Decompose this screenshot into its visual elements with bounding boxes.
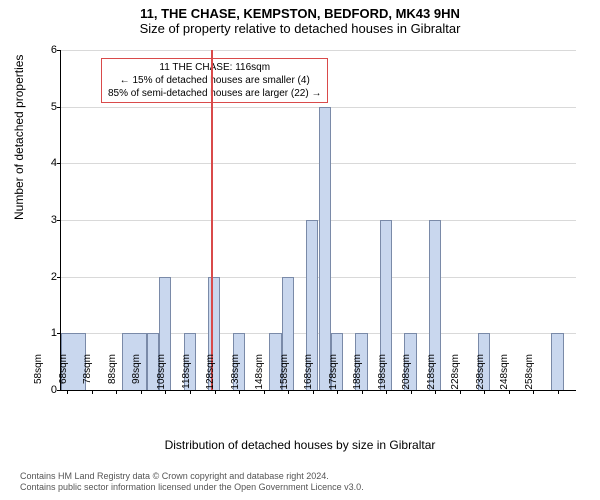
y-tick-label: 2 — [39, 271, 57, 283]
x-tick-label: 98sqm — [131, 354, 142, 394]
gridline — [61, 50, 576, 51]
annotation-box: 11 THE CHASE: 116sqm ← 15% of detached h… — [101, 58, 328, 103]
x-tick-label: 228sqm — [450, 354, 461, 394]
x-tick-label: 118sqm — [181, 354, 192, 394]
chart-area: 11 THE CHASE: 116sqm ← 15% of detached h… — [60, 50, 575, 420]
x-tick-label: 68sqm — [58, 354, 69, 394]
marker-line — [211, 50, 213, 390]
x-tick-label: 78sqm — [82, 354, 93, 394]
x-tick-label: 238sqm — [475, 354, 486, 394]
x-tick-label: 138sqm — [230, 354, 241, 394]
x-tick-label: 178sqm — [328, 354, 339, 394]
footer-line-2: Contains public sector information licen… — [20, 482, 364, 494]
y-axis-label: Number of detached properties — [12, 55, 26, 220]
y-tick-mark — [57, 277, 61, 278]
x-tick-label: 218sqm — [426, 354, 437, 394]
y-tick-mark — [57, 50, 61, 51]
footer-line-1: Contains HM Land Registry data © Crown c… — [20, 471, 364, 483]
chart-container: 11, THE CHASE, KEMPSTON, BEDFORD, MK43 9… — [0, 0, 600, 500]
x-tick-label: 128sqm — [205, 354, 216, 394]
y-tick-label: 5 — [39, 101, 57, 113]
x-tick-label: 108sqm — [156, 354, 167, 394]
chart-title-2: Size of property relative to detached ho… — [0, 21, 600, 36]
y-tick-label: 4 — [39, 157, 57, 169]
x-axis-label: Distribution of detached houses by size … — [0, 438, 600, 452]
x-tick-label: 158sqm — [279, 354, 290, 394]
x-tick-label: 58sqm — [33, 354, 44, 394]
bar — [319, 107, 331, 390]
y-tick-mark — [57, 163, 61, 164]
x-tick-label: 208sqm — [401, 354, 412, 394]
x-tick-label: 148sqm — [254, 354, 265, 394]
chart-title-1: 11, THE CHASE, KEMPSTON, BEDFORD, MK43 9… — [0, 0, 600, 21]
bar — [551, 333, 563, 390]
x-tick-label: 188sqm — [352, 354, 363, 394]
x-tick-label: 88sqm — [107, 354, 118, 394]
y-tick-label: 1 — [39, 327, 57, 339]
x-tick-label: 248sqm — [499, 354, 510, 394]
y-tick-mark — [57, 107, 61, 108]
y-tick-mark — [57, 220, 61, 221]
x-tick-label: 258sqm — [524, 354, 535, 394]
x-tick-label: 168sqm — [303, 354, 314, 394]
annotation-line-3: 85% of semi-detached houses are larger (… — [108, 87, 321, 100]
annotation-line-1: 11 THE CHASE: 116sqm — [108, 61, 321, 74]
plot-region: 11 THE CHASE: 116sqm ← 15% of detached h… — [60, 50, 576, 391]
annotation-line-2: ← 15% of detached houses are smaller (4) — [108, 74, 321, 87]
y-tick-label: 6 — [39, 44, 57, 56]
x-tick-label: 198sqm — [377, 354, 388, 394]
y-tick-label: 3 — [39, 214, 57, 226]
x-tick-mark — [558, 390, 559, 394]
footer-attribution: Contains HM Land Registry data © Crown c… — [20, 471, 364, 494]
